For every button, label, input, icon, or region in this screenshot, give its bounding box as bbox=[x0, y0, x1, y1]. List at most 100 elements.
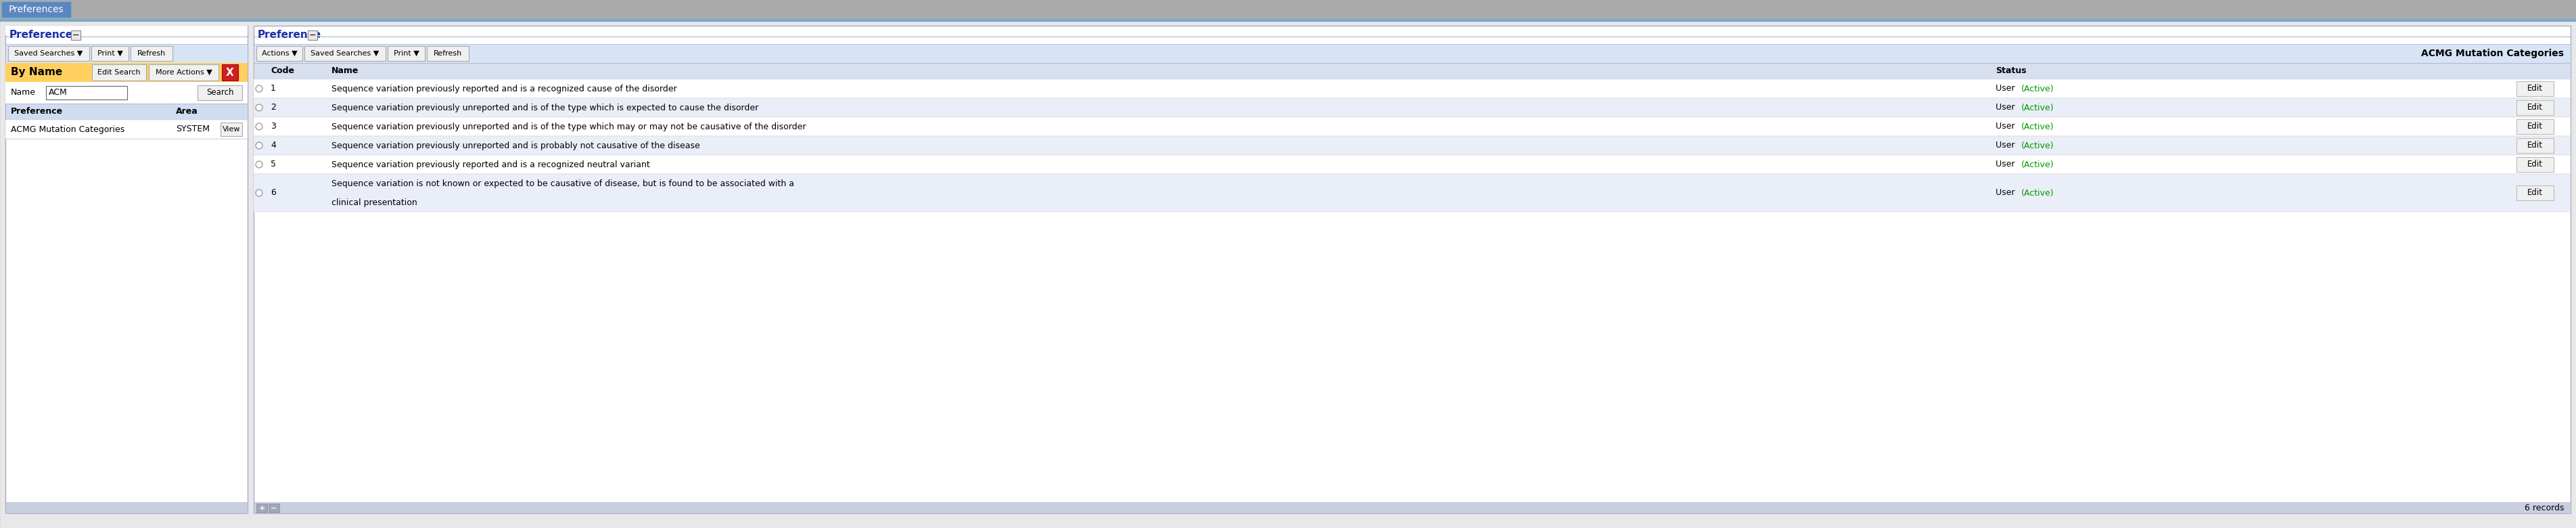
Text: Code: Code bbox=[270, 67, 294, 76]
Text: 1: 1 bbox=[270, 84, 276, 93]
Text: Status: Status bbox=[1996, 67, 2027, 76]
Text: User: User bbox=[1996, 84, 2017, 93]
Text: ACMG Mutation Categories: ACMG Mutation Categories bbox=[2421, 49, 2563, 58]
Text: Preference: Preference bbox=[10, 107, 62, 116]
Bar bbox=[2517, 100, 2553, 115]
Text: Sequence variation previously reported and is a recognized cause of the disorder: Sequence variation previously reported a… bbox=[332, 84, 677, 93]
Bar bbox=[252, 136, 2571, 155]
Bar bbox=[198, 86, 242, 100]
Bar bbox=[2517, 157, 2553, 172]
Bar bbox=[5, 63, 247, 82]
Text: 2: 2 bbox=[270, 103, 276, 112]
Text: View: View bbox=[222, 126, 240, 133]
Text: Edit: Edit bbox=[2527, 103, 2543, 112]
Text: Sequence variation previously unreported and is probably not causative of the di: Sequence variation previously unreported… bbox=[332, 141, 701, 150]
Bar bbox=[252, 174, 2571, 212]
Circle shape bbox=[255, 123, 263, 130]
Text: 6: 6 bbox=[270, 188, 276, 197]
Text: Saved Searches ▼: Saved Searches ▼ bbox=[312, 50, 379, 57]
Bar bbox=[5, 120, 247, 139]
Circle shape bbox=[255, 190, 263, 196]
Text: (Active): (Active) bbox=[2022, 141, 2053, 150]
Text: SYSTEM: SYSTEM bbox=[175, 125, 209, 134]
Text: Print ▼: Print ▼ bbox=[394, 50, 420, 57]
Text: Preference: Preference bbox=[258, 30, 322, 40]
Bar bbox=[93, 64, 147, 81]
Text: −: − bbox=[309, 31, 317, 40]
Bar bbox=[2517, 138, 2553, 153]
Bar bbox=[5, 26, 247, 35]
Text: User: User bbox=[1996, 160, 2017, 169]
Text: Edit: Edit bbox=[2527, 84, 2543, 93]
Text: Name: Name bbox=[10, 88, 36, 97]
Circle shape bbox=[255, 104, 263, 111]
Bar bbox=[90, 46, 129, 61]
Bar bbox=[5, 44, 247, 63]
Text: Sequence variation is not known or expected to be causative of disease, but is f: Sequence variation is not known or expec… bbox=[332, 179, 793, 188]
Text: (Active): (Active) bbox=[2022, 122, 2053, 131]
Bar bbox=[5, 82, 247, 103]
Bar bbox=[252, 98, 2571, 117]
Bar bbox=[252, 44, 2571, 63]
Text: Refresh: Refresh bbox=[433, 50, 461, 57]
Bar bbox=[428, 46, 469, 61]
Text: Saved Searches ▼: Saved Searches ▼ bbox=[15, 50, 82, 57]
Bar bbox=[8, 46, 90, 61]
Bar bbox=[258, 46, 301, 61]
Text: User: User bbox=[1996, 141, 2017, 150]
Bar bbox=[252, 63, 2571, 79]
Bar bbox=[5, 82, 247, 103]
Bar bbox=[222, 122, 242, 136]
Text: Print ▼: Print ▼ bbox=[98, 50, 124, 57]
Text: Search: Search bbox=[206, 88, 234, 97]
Text: Edit: Edit bbox=[2527, 122, 2543, 131]
Text: By Name: By Name bbox=[10, 68, 62, 78]
Text: Edit: Edit bbox=[2527, 188, 2543, 197]
Text: (Active): (Active) bbox=[2022, 103, 2053, 112]
Bar bbox=[5, 26, 247, 513]
Text: More Actions ▼: More Actions ▼ bbox=[155, 69, 211, 76]
Bar bbox=[307, 31, 317, 40]
Bar bbox=[258, 504, 268, 513]
Text: Actions ▼: Actions ▼ bbox=[263, 50, 296, 57]
Text: Preferences: Preferences bbox=[10, 30, 80, 40]
Bar bbox=[0, 0, 2576, 19]
Text: Name: Name bbox=[332, 67, 358, 76]
Bar bbox=[222, 64, 237, 81]
Bar bbox=[3, 2, 72, 17]
Bar bbox=[2517, 185, 2553, 200]
Bar bbox=[252, 117, 2571, 136]
Text: Edit Search: Edit Search bbox=[98, 69, 142, 76]
Bar bbox=[72, 31, 80, 40]
Bar bbox=[2517, 119, 2553, 134]
Text: ACMG Mutation Categories: ACMG Mutation Categories bbox=[10, 125, 124, 134]
Text: 3: 3 bbox=[270, 122, 276, 131]
Text: (Active): (Active) bbox=[2022, 84, 2053, 93]
Bar bbox=[2517, 81, 2553, 96]
Text: 4: 4 bbox=[270, 141, 276, 150]
Text: (Active): (Active) bbox=[2022, 188, 2053, 197]
Text: +: + bbox=[258, 505, 265, 512]
Text: −: − bbox=[270, 505, 278, 512]
Bar bbox=[252, 79, 2571, 98]
Bar bbox=[386, 46, 425, 61]
Text: Sequence variation previously reported and is a recognized neutral variant: Sequence variation previously reported a… bbox=[332, 160, 649, 169]
Bar bbox=[252, 502, 2571, 513]
Text: Edit: Edit bbox=[2527, 141, 2543, 150]
Circle shape bbox=[255, 86, 263, 92]
Text: Refresh: Refresh bbox=[137, 50, 165, 57]
Bar bbox=[304, 46, 386, 61]
Text: X: X bbox=[227, 68, 234, 78]
Text: (Active): (Active) bbox=[2022, 160, 2053, 169]
Text: User: User bbox=[1996, 188, 2017, 197]
Text: Preferences: Preferences bbox=[8, 5, 64, 14]
Bar bbox=[268, 504, 278, 513]
Circle shape bbox=[255, 142, 263, 149]
Bar bbox=[149, 64, 219, 81]
Bar bbox=[46, 86, 126, 99]
Text: Sequence variation previously unreported and is of the type which is expected to: Sequence variation previously unreported… bbox=[332, 103, 757, 112]
Bar bbox=[0, 19, 2576, 22]
Text: Sequence variation previously unreported and is of the type which may or may not: Sequence variation previously unreported… bbox=[332, 122, 806, 131]
Text: ACM: ACM bbox=[49, 88, 67, 97]
Text: −: − bbox=[72, 31, 80, 40]
